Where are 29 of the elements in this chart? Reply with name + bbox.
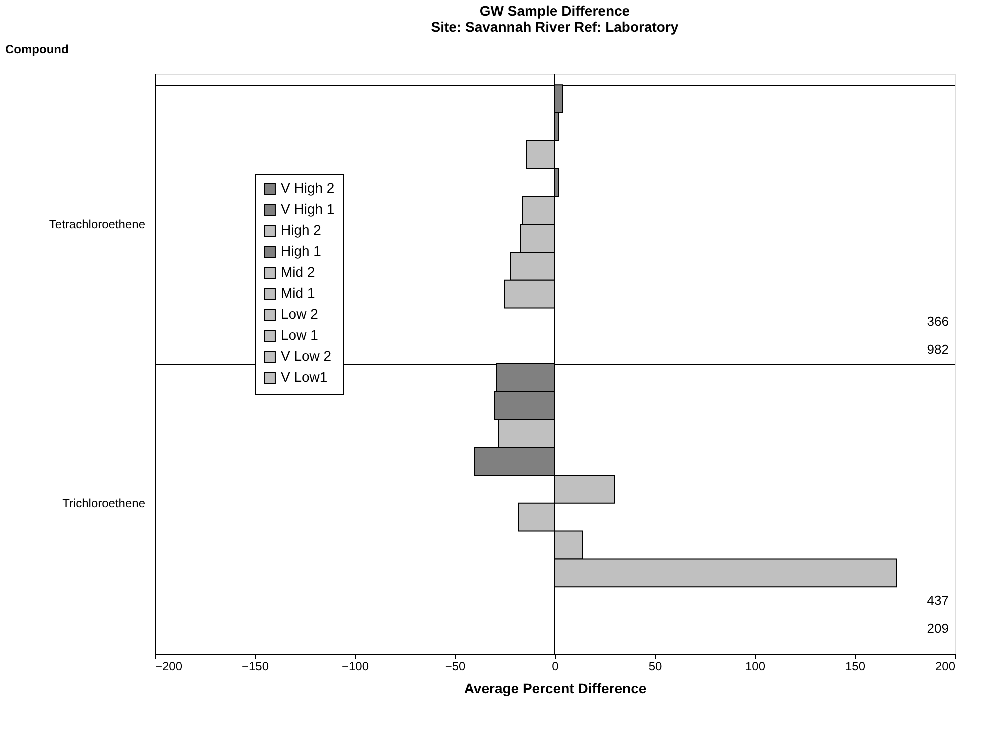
legend-label: V High 1 xyxy=(281,201,335,217)
legend-label: V Low1 xyxy=(281,369,328,385)
legend-label: V Low 2 xyxy=(281,348,332,364)
legend-label: Mid 1 xyxy=(281,285,316,301)
text: 982 xyxy=(927,342,949,358)
text: 209 xyxy=(927,620,949,636)
y-axis-title: Compound xyxy=(6,42,69,56)
chart-title: GW Sample Difference xyxy=(480,3,630,19)
y-tick-label: Trichloroethene xyxy=(62,496,146,510)
legend-label: High 1 xyxy=(281,243,322,259)
x-tick-label: −100 xyxy=(342,660,370,674)
y-tick-label: Tetrachloroethene xyxy=(49,218,146,232)
text: 437 xyxy=(927,593,949,608)
legend-label: Low 2 xyxy=(281,306,319,322)
x-tick-label: −150 xyxy=(242,660,270,674)
x-tick-label: 100 xyxy=(745,660,766,674)
x-tick-label: 150 xyxy=(845,660,866,674)
legend-label: Mid 2 xyxy=(281,264,316,280)
legend-label: Low 1 xyxy=(281,327,319,343)
x-tick-label: 50 xyxy=(648,660,662,674)
x-axis-title: Average Percent Difference xyxy=(464,680,647,696)
x-tick-label: 0 xyxy=(552,660,560,674)
chart-subtitle: Site: Savannah River Ref: Laboratory xyxy=(431,19,679,35)
x-tick-label: 200 xyxy=(935,660,956,674)
legend-label: V High 2 xyxy=(281,180,335,196)
x-tick-label: −200 xyxy=(156,660,183,674)
legend-label: High 2 xyxy=(281,222,322,238)
text: 366 xyxy=(927,314,949,330)
x-tick-label: −50 xyxy=(445,660,466,674)
